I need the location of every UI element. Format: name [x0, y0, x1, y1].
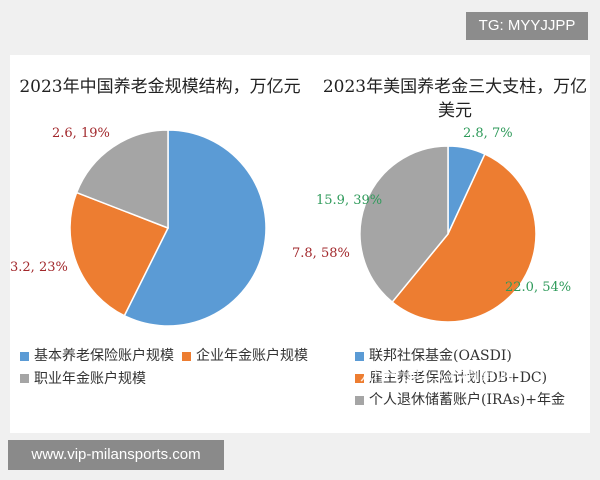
watermark: 知乎 @13个精算师: [360, 364, 515, 385]
china-pie-slice-0: [123, 129, 267, 327]
china-legend-swatch-2: [20, 374, 29, 383]
us-legend: 联邦社保基金(OASDI) 雇主养老保险计划(DB+DC) 个人退休储蓄账户(IRA…: [355, 345, 595, 411]
us-legend-label-0: 联邦社保基金(OASDI): [369, 348, 512, 364]
china-legend-item-1: 企业年金账户规模: [182, 345, 308, 367]
china-legend-label-0: 基本养老保险账户规模: [34, 348, 174, 364]
china-data-label-2: 2.6, 19%: [52, 126, 110, 141]
china-chart-title: 2023年中国养老金规模结构，万亿元: [19, 77, 301, 97]
china-data-label-0: 7.8, 58%: [292, 246, 350, 261]
china-legend: 基本养老保险账户规模 企业年金账户规模职业年金账户规模: [20, 345, 320, 390]
china-legend-label-2: 职业年金账户规模: [34, 370, 146, 387]
china-legend-swatch-1: [182, 351, 191, 361]
us-legend-label-2: 个人退休储蓄账户(IRAs)+年金: [369, 392, 566, 408]
us-pie-slice-1: [391, 153, 537, 323]
china-pie-slice-1: [69, 191, 170, 317]
us-legend-label-1: 雇主养老保险计划(DB+DC): [369, 370, 548, 386]
china-pie-slice-2: [75, 129, 169, 230]
us-data-label-1: 22.0, 54%: [505, 280, 571, 295]
china-data-label-1: 3.2, 23%: [10, 260, 68, 275]
us-legend-item-1: 雇主养老保险计划(DB+DC): [355, 367, 595, 389]
china-legend-item-2: 职业年金账户规模: [20, 368, 146, 390]
us-legend-swatch-1: [355, 373, 364, 383]
us-legend-item-0: 联邦社保基金(OASDI): [355, 345, 595, 367]
us-pie-slice-2: [359, 145, 449, 304]
us-legend-swatch-0: [355, 351, 364, 361]
china-legend-label-1: 企业年金账户规模: [196, 348, 308, 364]
china-legend-item-0: 基本养老保险账户规模: [20, 345, 174, 367]
us-data-label-0: 2.8, 7%: [463, 126, 513, 141]
china-legend-swatch-0: [20, 351, 29, 361]
footer-url[interactable]: www.vip-milansports.com: [8, 440, 224, 470]
tg-badge: TG: MYYJJPP: [466, 12, 588, 40]
us-chart-title: 2023年美国养老金三大支柱，万亿美元: [322, 77, 588, 121]
us-legend-item-2: 个人退休储蓄账户(IRAs)+年金: [355, 389, 595, 411]
us-legend-swatch-2: [355, 395, 364, 405]
us-data-label-2: 15.9, 39%: [316, 193, 382, 208]
